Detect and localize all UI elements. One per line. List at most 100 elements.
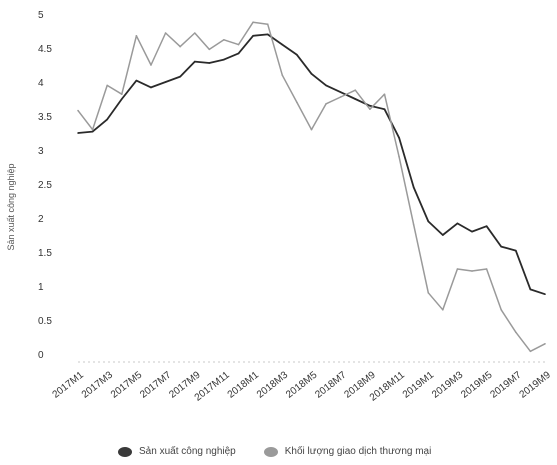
data-point-trade-volume [515,331,517,334]
data-point-trade-volume [91,128,94,131]
data-point-trade-volume [412,224,415,226]
data-point-trade-volume [223,39,225,41]
y-tick-label: 2 [38,214,44,225]
legend-item-trade-volume: Khối lượng giao dịch thương mại [263,446,432,457]
y-tick-label: 3.5 [38,112,52,123]
data-point-industrial-production [325,84,327,87]
legend-swatch-trade-volume [263,446,278,457]
y-tick-label: 5 [38,10,44,21]
data-point-industrial-production [500,245,503,248]
data-point-trade-volume [120,93,123,96]
data-point-trade-volume [106,84,108,87]
x-tick-label: 2019M1 [401,369,437,400]
x-tick-label: 2018M1 [226,369,262,400]
data-point-trade-volume [471,270,473,272]
data-point-industrial-production [150,86,152,89]
legend-label-industrial-production: Sản xuất công nghiệp [139,446,236,457]
data-point-trade-volume [442,309,444,311]
series-line-trade-volume [77,21,546,353]
data-point-industrial-production [339,91,342,93]
data-point-trade-volume [296,101,298,104]
data-point-trade-volume [266,23,269,26]
data-point-trade-volume [77,109,79,112]
data-point-industrial-production [485,225,488,227]
data-point-trade-volume [310,128,313,131]
data-point-trade-volume [281,74,284,76]
y-tick-label: 4.5 [38,44,52,55]
data-point-industrial-production [398,136,400,139]
data-point-industrial-production [383,108,386,110]
data-point-industrial-production [223,58,225,61]
data-point-industrial-production [544,293,546,295]
data-point-industrial-production [515,249,517,252]
x-tick-label: 2019M9 [518,369,554,400]
data-point-industrial-production [252,34,254,37]
data-point-industrial-production [266,33,269,36]
x-tick-label: 2019M7 [488,369,524,400]
data-point-industrial-production [91,130,94,133]
data-point-trade-volume [193,32,196,34]
data-point-trade-volume [237,43,240,46]
x-tick-label: 2018M7 [313,369,349,400]
data-point-trade-volume [427,292,430,294]
y-tick-label: 1.5 [38,248,52,259]
x-tick-label: 2019M3 [430,369,466,400]
data-point-industrial-production [179,75,181,78]
data-point-trade-volume [456,268,459,270]
y-tick-label: 1 [38,282,44,293]
y-tick-label: 2.5 [38,180,52,191]
data-point-trade-volume [383,93,386,96]
data-point-industrial-production [237,52,240,55]
data-point-trade-volume [150,64,152,66]
y-axis-title: Sản xuất công nghiệp [6,163,16,251]
data-point-industrial-production [412,186,415,189]
legend-item-industrial-production: Sản xuất công nghiệp [118,446,236,457]
data-point-trade-volume [544,343,546,345]
legend-swatch-industrial-production [118,446,132,457]
data-point-industrial-production [369,105,371,107]
y-tick-label: 4 [38,78,44,89]
data-point-trade-volume [398,156,400,158]
data-point-industrial-production [471,230,473,233]
data-point-industrial-production [296,54,298,56]
data-point-trade-volume [179,45,181,48]
x-tick-label: 2017M5 [109,369,145,400]
data-point-industrial-production [456,222,459,225]
data-point-trade-volume [164,32,167,34]
x-tick-label: 2018M3 [255,369,291,400]
data-point-trade-volume [500,309,503,311]
data-point-trade-volume [208,48,211,51]
data-point-industrial-production [193,60,196,63]
legend: Sản xuất công nghiệp Khối lượng giao dịc… [118,446,459,457]
x-tick-label: 2019M5 [459,369,495,400]
legend-label-trade-volume: Khối lượng giao dịch thương mại [284,446,432,457]
data-point-industrial-production [208,62,211,64]
data-point-trade-volume [354,89,357,91]
data-point-trade-volume [135,34,138,37]
data-point-industrial-production [120,98,123,100]
data-point-trade-volume [529,350,532,353]
data-point-trade-volume [325,102,327,105]
x-tick-label: 2017M1 [51,369,87,400]
y-tick-label: 3 [38,146,44,157]
data-point-industrial-production [442,234,444,236]
data-point-trade-volume [252,21,254,23]
data-point-industrial-production [354,98,357,100]
data-point-industrial-production [135,79,138,82]
data-point-industrial-production [427,220,430,223]
data-point-industrial-production [310,73,313,75]
y-tick-label: 0.5 [38,316,52,327]
x-tick-label: 2017M7 [138,369,174,400]
data-point-industrial-production [77,132,79,134]
data-point-industrial-production [529,288,532,291]
data-point-trade-volume [369,108,371,110]
data-point-industrial-production [164,81,167,83]
y-tick-label: 0 [38,350,44,361]
x-tick-label: 2017M3 [80,369,116,400]
data-point-trade-volume [339,96,342,98]
data-point-industrial-production [281,43,284,46]
data-point-trade-volume [485,268,488,270]
x-tick-label: 2018M5 [284,369,320,400]
